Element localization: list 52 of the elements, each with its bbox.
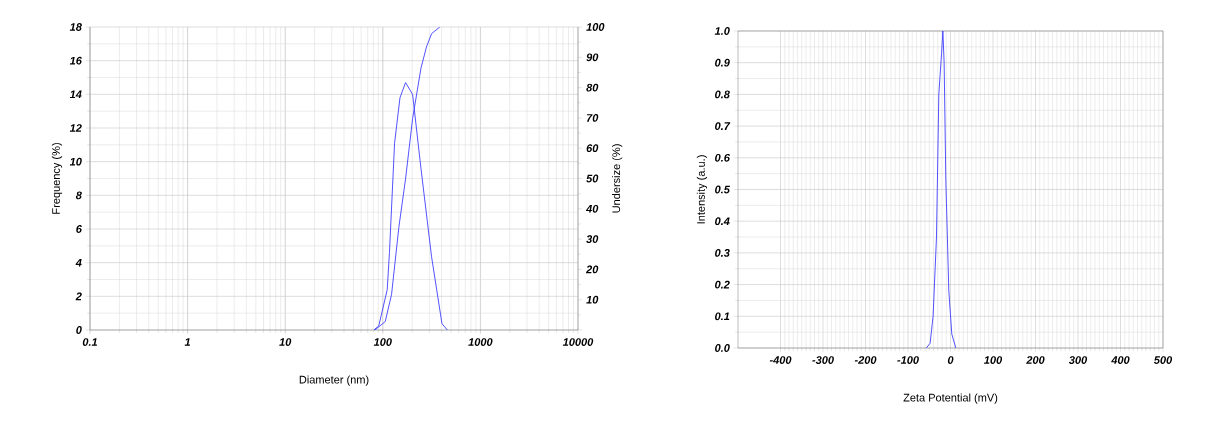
- x-tick-label: 10000: [562, 338, 594, 346]
- x-tick-label: 0.1: [82, 338, 98, 346]
- x-tick-label: -200: [854, 356, 877, 364]
- y2-tick-label: 50: [586, 174, 599, 183]
- y-tick-label: 0.0: [715, 344, 730, 352]
- y-tick-label: 6: [76, 225, 82, 233]
- x-tick-label: -300: [812, 356, 834, 364]
- y-tick-label: 0.7: [715, 122, 731, 130]
- y2-axis-title: Undersize (%): [612, 144, 623, 213]
- x-axis-title: Diameter (nm): [299, 375, 369, 386]
- y2-tick-label: 40: [585, 204, 599, 213]
- x-tick-label: 0: [947, 356, 954, 364]
- y2-tick-label: 10: [586, 295, 599, 304]
- y-tick-label: 18: [69, 23, 82, 31]
- y-tick-label: 0.5: [715, 185, 730, 194]
- y-tick-label: 0.8: [715, 90, 730, 99]
- y-tick-label: 4: [75, 258, 82, 267]
- x-tick-label: 10: [279, 338, 292, 346]
- y-tick-label: 0.1: [715, 312, 730, 321]
- x-tick-label: 1000: [468, 338, 493, 346]
- y2-tick-label: 70: [586, 114, 599, 122]
- y-tick-label: 0: [76, 326, 82, 334]
- x-axis-title: Zeta Potential (mV): [903, 393, 998, 404]
- y-tick-label: 0.3: [715, 249, 730, 257]
- x-tick-label: 1: [184, 338, 191, 346]
- y-axis-title: Intensity (a.u.): [696, 155, 708, 224]
- y2-tick-label: 80: [586, 83, 599, 92]
- x-tick-label: 100: [373, 338, 392, 346]
- y-tick-label: 0.2: [715, 280, 730, 289]
- x-tick-label: -400: [769, 356, 792, 364]
- y2-tick-label: 20: [585, 265, 599, 274]
- y-tick-label: 14: [69, 90, 82, 99]
- y-tick-label: 12: [69, 124, 82, 132]
- x-tick-label: 200: [1026, 356, 1045, 364]
- y-tick-label: 2: [75, 292, 82, 301]
- x-tick-label: 500: [1153, 356, 1173, 364]
- y2-tick-label: 30: [586, 235, 599, 243]
- y-tick-label: 0.4: [715, 217, 730, 226]
- x-tick-label: 300: [1068, 356, 1088, 364]
- y-tick-label: 0.6: [715, 153, 730, 162]
- y-tick-label: 10: [69, 157, 82, 166]
- y-axis-title: Frequency (%): [51, 143, 63, 214]
- y2-tick-label: 60: [586, 144, 599, 153]
- y-tick-label: 8: [75, 191, 82, 200]
- y2-tick-label: 90: [586, 53, 599, 62]
- y-tick-label: 1.0: [714, 27, 730, 35]
- y-tick-label: 0.9: [715, 58, 730, 67]
- y2-tick-label: 100: [586, 23, 605, 31]
- x-tick-label: 100: [984, 356, 1003, 364]
- y-tick-label: 16: [69, 56, 82, 65]
- x-tick-label: -100: [897, 356, 919, 364]
- x-tick-label: 400: [1111, 356, 1130, 364]
